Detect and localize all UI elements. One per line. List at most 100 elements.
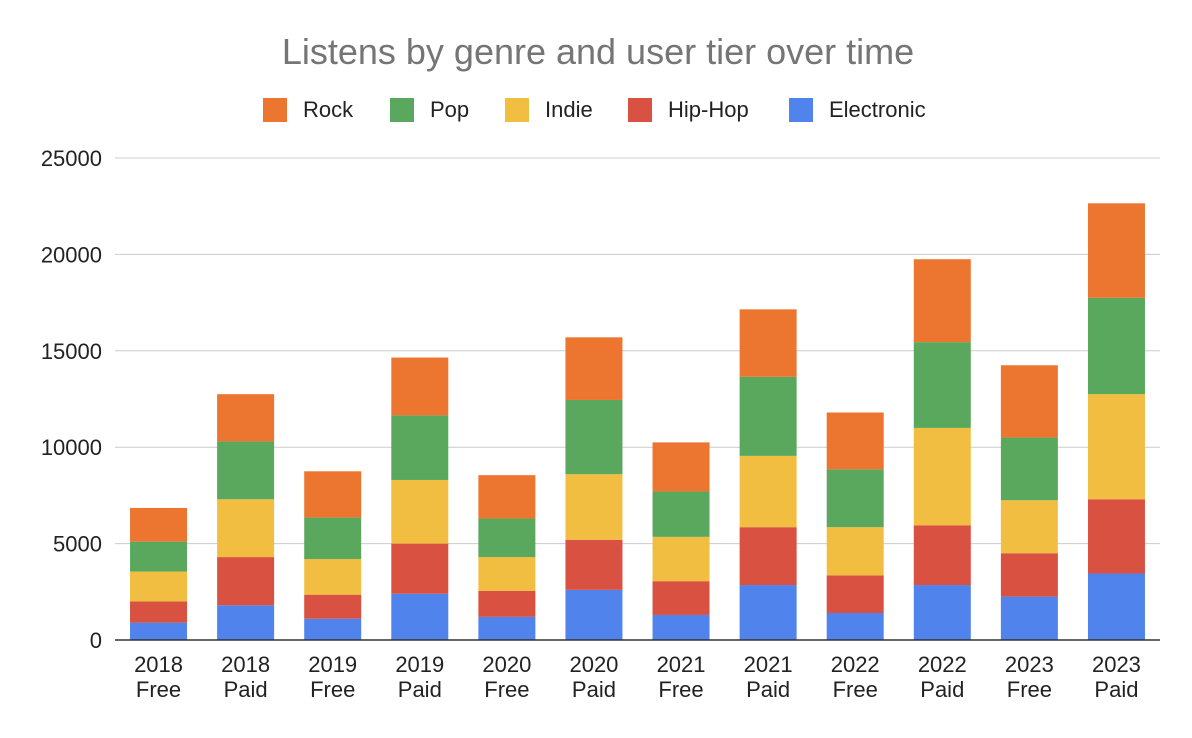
x-tick-label: Free	[484, 677, 529, 702]
bar-segment-rock	[1087, 203, 1145, 298]
legend-swatch	[628, 98, 652, 122]
bar-segment-pop	[304, 517, 362, 560]
x-tick-label: Paid	[572, 677, 616, 702]
x-axis-ticks: 2018Free2018Paid2019Free2019Paid2020Free…	[134, 652, 1141, 702]
x-tick-label: Free	[310, 677, 355, 702]
bar-segment-hip-hop	[130, 601, 188, 623]
legend-item-indie: Indie	[505, 97, 593, 122]
bar-segment-hip-hop	[478, 590, 536, 617]
gridlines	[115, 157, 1160, 545]
x-tick-label: 2022	[831, 652, 880, 677]
bar-segment-pop	[826, 469, 884, 528]
bar-segment-pop	[1087, 297, 1145, 395]
bar-segment-hip-hop	[1087, 499, 1145, 574]
x-tick-label: 2021	[744, 652, 793, 677]
bar-segment-indie	[1087, 394, 1145, 500]
bar-segment-electronic	[739, 585, 797, 640]
y-tick-label: 20000	[41, 242, 102, 267]
bar-segment-pop	[913, 342, 971, 428]
x-tick-label: 2023	[1092, 652, 1141, 677]
bar-segment-electronic	[913, 585, 971, 640]
bar-segment-electronic	[304, 618, 362, 640]
bar-segment-electronic	[217, 605, 275, 640]
legend-item-hip-hop: Hip-Hop	[628, 97, 749, 122]
bar-segment-electronic	[130, 622, 188, 640]
x-tick-label: 2020	[569, 652, 618, 677]
bar-segment-indie	[826, 527, 884, 576]
bar-segment-hip-hop	[304, 594, 362, 619]
y-axis-ticks: 0 5000 10000 15000 20000 25000	[41, 146, 102, 653]
x-tick-label: 2020	[482, 652, 531, 677]
bar-segment-pop	[130, 541, 188, 572]
bars	[130, 203, 1145, 640]
x-tick-label: 2019	[395, 652, 444, 677]
bar-segment-electronic	[652, 614, 710, 640]
bar-segment-rock	[826, 412, 884, 470]
x-tick-label: Paid	[398, 677, 442, 702]
legend-label: Hip-Hop	[668, 97, 749, 122]
bar-segment-indie	[1000, 500, 1058, 554]
x-tick-label: Paid	[920, 677, 964, 702]
bar-segment-hip-hop	[565, 539, 623, 590]
legend-label: Rock	[303, 97, 354, 122]
bar-segment-pop	[652, 491, 710, 537]
bar-segment-pop	[391, 415, 449, 480]
legend-swatch	[263, 98, 287, 122]
x-tick-label: 2019	[308, 652, 357, 677]
bar-segment-hip-hop	[652, 581, 710, 615]
bar-segment-rock	[739, 309, 797, 377]
x-tick-label: Free	[658, 677, 703, 702]
x-tick-label: 2018	[134, 652, 183, 677]
legend-label: Pop	[430, 97, 469, 122]
x-tick-label: Free	[1007, 677, 1052, 702]
bar-segment-electronic	[565, 589, 623, 640]
bar-segment-pop	[217, 441, 275, 500]
bar-segment-electronic	[1000, 596, 1058, 640]
legend: Rock Pop Indie Hip-Hop Electronic	[263, 97, 926, 122]
y-tick-label: 5000	[53, 532, 102, 557]
bar-segment-electronic	[391, 593, 449, 640]
y-tick-label: 10000	[41, 435, 102, 460]
legend-item-pop: Pop	[390, 97, 469, 122]
x-tick-label: Free	[136, 677, 181, 702]
chart-title: Listens by genre and user tier over time	[282, 31, 914, 72]
bar-segment-hip-hop	[1000, 553, 1058, 597]
bar-segment-indie	[565, 474, 623, 540]
bar-segment-rock	[565, 337, 623, 400]
bar-segment-indie	[739, 455, 797, 528]
bar-segment-indie	[304, 559, 362, 595]
bar-segment-rock	[1000, 365, 1058, 438]
bar-segment-hip-hop	[217, 557, 275, 606]
bar-segment-hip-hop	[739, 527, 797, 586]
y-tick-label: 0	[90, 628, 102, 653]
bar-segment-pop	[478, 518, 536, 558]
bar-segment-rock	[304, 471, 362, 518]
legend-label: Indie	[545, 97, 593, 122]
legend-item-electronic: Electronic	[789, 97, 926, 122]
x-tick-label: 2021	[657, 652, 706, 677]
bar-segment-electronic	[1087, 573, 1145, 640]
legend-label: Electronic	[829, 97, 926, 122]
bar-segment-rock	[391, 357, 449, 416]
bar-segment-indie	[913, 427, 971, 526]
bar-segment-pop	[739, 376, 797, 456]
bar-segment-rock	[478, 475, 536, 519]
x-tick-label: Paid	[1094, 677, 1138, 702]
bar-segment-pop	[1000, 437, 1058, 501]
legend-swatch	[789, 98, 813, 122]
bar-segment-hip-hop	[391, 543, 449, 594]
bar-segment-pop	[565, 399, 623, 475]
bar-segment-rock	[130, 507, 188, 542]
bar-segment-rock	[652, 442, 710, 492]
bar-segment-hip-hop	[826, 575, 884, 614]
bar-segment-rock	[913, 259, 971, 343]
x-tick-label: 2018	[221, 652, 270, 677]
bar-segment-rock	[217, 394, 275, 442]
bar-segment-indie	[478, 557, 536, 591]
bar-segment-indie	[130, 571, 188, 602]
bar-segment-indie	[652, 536, 710, 582]
x-tick-label: 2023	[1005, 652, 1054, 677]
legend-item-rock: Rock	[263, 97, 354, 122]
y-tick-label: 15000	[41, 339, 102, 364]
